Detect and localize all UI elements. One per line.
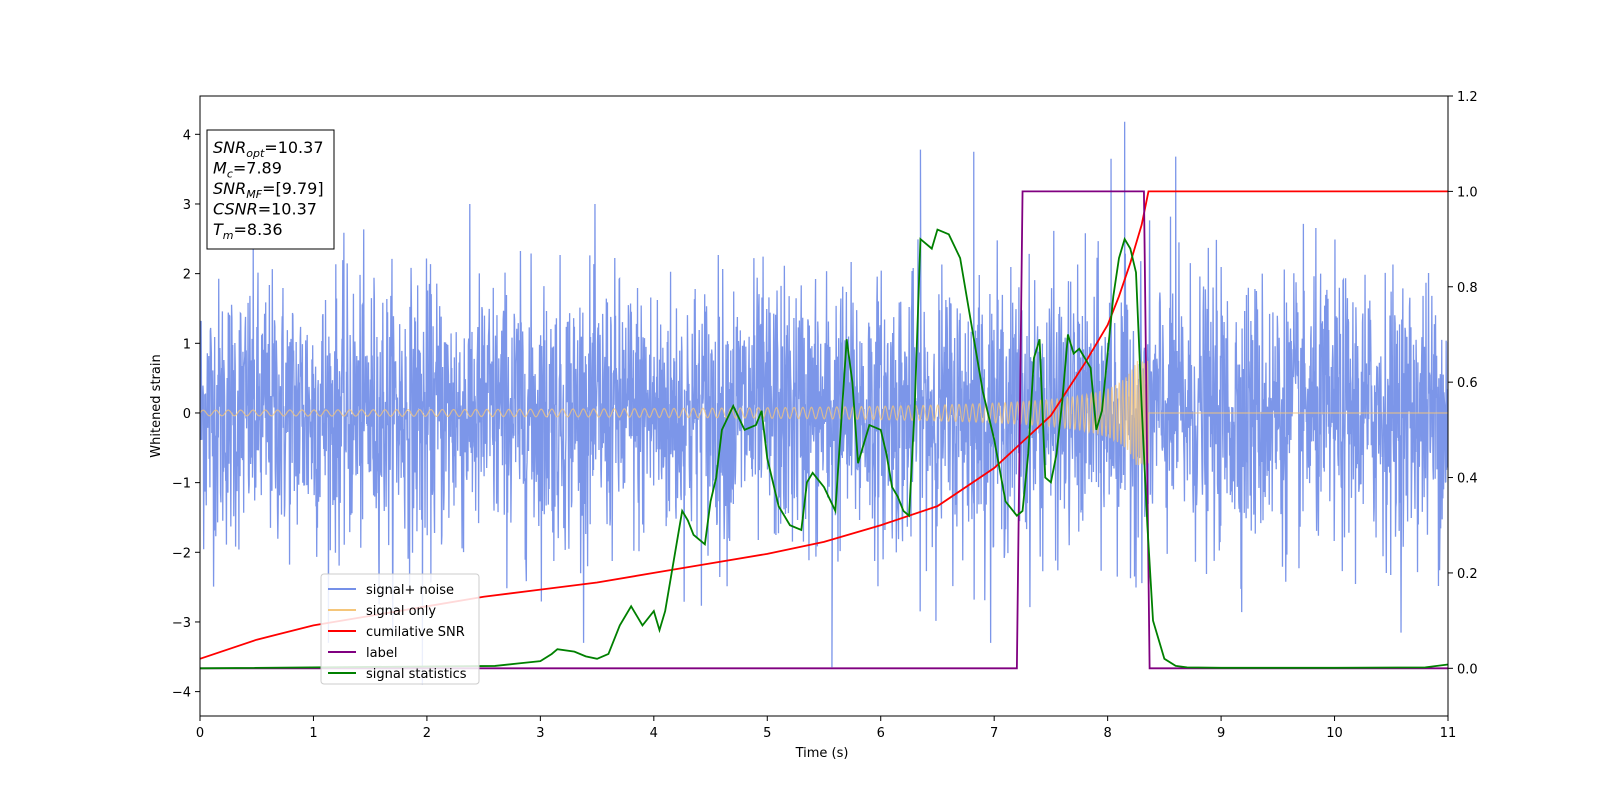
- annotation-line: Mc=7.89: [213, 159, 282, 181]
- x-tick-label: 0: [196, 726, 204, 741]
- legend-entry: signal statistics: [366, 667, 467, 682]
- y-tick-label: −2: [172, 546, 191, 561]
- series-signal-noise: [200, 121, 1448, 685]
- legend-entry: label: [366, 646, 397, 661]
- x-tick-label: 7: [990, 726, 998, 741]
- y2-tick-label: 0.8: [1457, 281, 1478, 296]
- legend-items: signal+ noise signal only cumilative SNR la…: [328, 583, 467, 682]
- x-tick-label: 3: [536, 726, 544, 741]
- y-tick-label: 3: [183, 198, 191, 213]
- x-tick-label: 5: [763, 726, 771, 741]
- annotation-line: Tm=8.36: [213, 220, 283, 242]
- y2-tick-label: 1.0: [1457, 185, 1478, 200]
- y-tick-label: −4: [172, 686, 191, 701]
- y2-tick-label: 0.0: [1457, 662, 1478, 677]
- legend-entry: signal+ noise: [366, 583, 454, 598]
- annotation-line: CSNR=10.37: [213, 200, 317, 219]
- y-tick-label: 2: [183, 268, 191, 283]
- legend: signal+ noise signal only cumilative SNR la…: [320, 573, 480, 685]
- x-tick-label: 10: [1326, 726, 1343, 741]
- axes-frame: [199, 95, 1449, 717]
- y-tick-label: 1: [183, 337, 191, 352]
- y2-tick-label: 0.6: [1457, 376, 1478, 391]
- legend-frame: [320, 573, 480, 685]
- x-tick-label: 4: [650, 726, 658, 741]
- x-tick-label: 8: [1103, 726, 1111, 741]
- x-tick-label: 6: [877, 726, 885, 741]
- annotation-line: SNRMF=[9.79]: [213, 179, 324, 201]
- y-tick-label: −3: [172, 616, 191, 631]
- y2-tick-label: 0.4: [1457, 472, 1478, 487]
- x-tick-label: 2: [423, 726, 431, 741]
- y-tick-label: 0: [183, 407, 191, 422]
- y-tick-label: −1: [172, 477, 191, 492]
- y2-tick-label: 0.2: [1457, 567, 1478, 582]
- y-tick-label: 4: [183, 128, 191, 143]
- x-tick-label: 1: [309, 726, 317, 741]
- x-tick-label: 11: [1440, 726, 1457, 741]
- annotation-line: SNRopt=10.37: [213, 138, 324, 160]
- annotation-box: SNRopt=10.37Mc=7.89SNRMF=[9.79]CSNR=10.3…: [206, 129, 335, 250]
- ticks-layer: 0 1 2 3 4 5 6 7 8 9 10 1143210−1−2−3−41.21.00.80.60…: [172, 90, 1478, 741]
- y2-tick-label: 1.2: [1457, 90, 1478, 105]
- x-axis-label: Time (s): [795, 746, 849, 761]
- annotation-lines: SNRopt=10.37Mc=7.89SNRMF=[9.79]CSNR=10.3…: [213, 138, 324, 242]
- annotation-frame: [206, 129, 335, 250]
- x-tick-label: 9: [1217, 726, 1225, 741]
- legend-entry: cumilative SNR: [366, 625, 465, 640]
- series-layer: [200, 121, 1448, 685]
- series-signal-statistics: [200, 228, 1448, 670]
- series-signal-only: [200, 360, 1448, 466]
- y-axis-label: Whitened strain: [149, 354, 164, 457]
- legend-entry: signal only: [366, 604, 436, 619]
